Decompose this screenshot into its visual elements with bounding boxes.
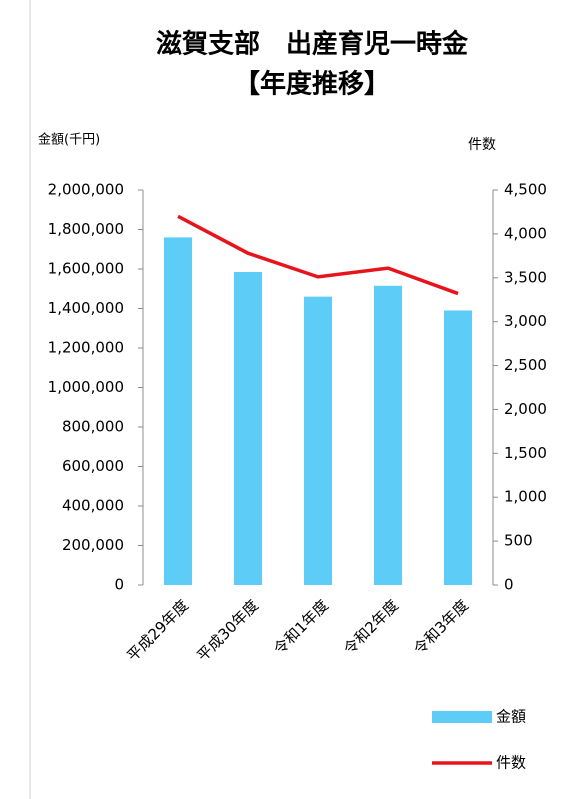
y-tick-label: 1,000,000 — [48, 378, 124, 396]
bar — [304, 296, 332, 585]
y-tick-label: 0 — [114, 576, 124, 594]
legend-label: 金額 — [496, 708, 526, 726]
bar — [444, 310, 472, 585]
x-tick-label: 令和1年度 — [270, 596, 332, 658]
y-tick-label: 200,000 — [62, 536, 124, 554]
x-tick-label: 平成30年度 — [193, 596, 262, 665]
y-tick-label: 1,600,000 — [48, 260, 124, 278]
y2-tick-label: 1,500 — [504, 444, 547, 462]
y2-tick-label: 1,000 — [504, 488, 547, 506]
y2-tick-label: 2,000 — [504, 400, 547, 418]
bar — [234, 271, 262, 585]
y-tick-label: 800,000 — [62, 418, 124, 436]
chart-title: 滋賀支部 出産育児一時金 — [156, 29, 469, 60]
y2-axis-label: 件数 — [468, 137, 496, 153]
y-tick-label: 600,000 — [62, 457, 124, 475]
y2-tick-label: 3,000 — [504, 312, 547, 330]
y2-tick-label: 500 — [504, 532, 533, 550]
y-tick-label: 2,000,000 — [48, 181, 124, 199]
y-tick-label: 1,200,000 — [48, 339, 124, 357]
y2-tick-label: 4,000 — [504, 224, 547, 242]
y2-tick-label: 0 — [504, 576, 514, 594]
y-tick-label: 1,800,000 — [48, 220, 124, 238]
x-tick-label: 令和2年度 — [340, 596, 402, 658]
x-tick-label: 平成29年度 — [123, 596, 192, 665]
line — [177, 214, 459, 296]
y2-tick-label: 3,500 — [504, 268, 547, 286]
bar — [164, 237, 192, 585]
y-tick-label: 400,000 — [62, 497, 124, 515]
legend-label: 件数 — [496, 754, 526, 772]
y2-tick-label: 4,500 — [504, 181, 547, 199]
y-tick-label: 1,400,000 — [48, 299, 124, 317]
y-axis-label: 金額(千円) — [38, 132, 100, 148]
bar — [374, 285, 402, 585]
y2-tick-label: 2,500 — [504, 356, 547, 374]
legend-swatch — [432, 711, 492, 723]
chart-subtitle: 【年度推移】 — [234, 69, 390, 100]
x-tick-label: 令和3年度 — [410, 596, 472, 658]
